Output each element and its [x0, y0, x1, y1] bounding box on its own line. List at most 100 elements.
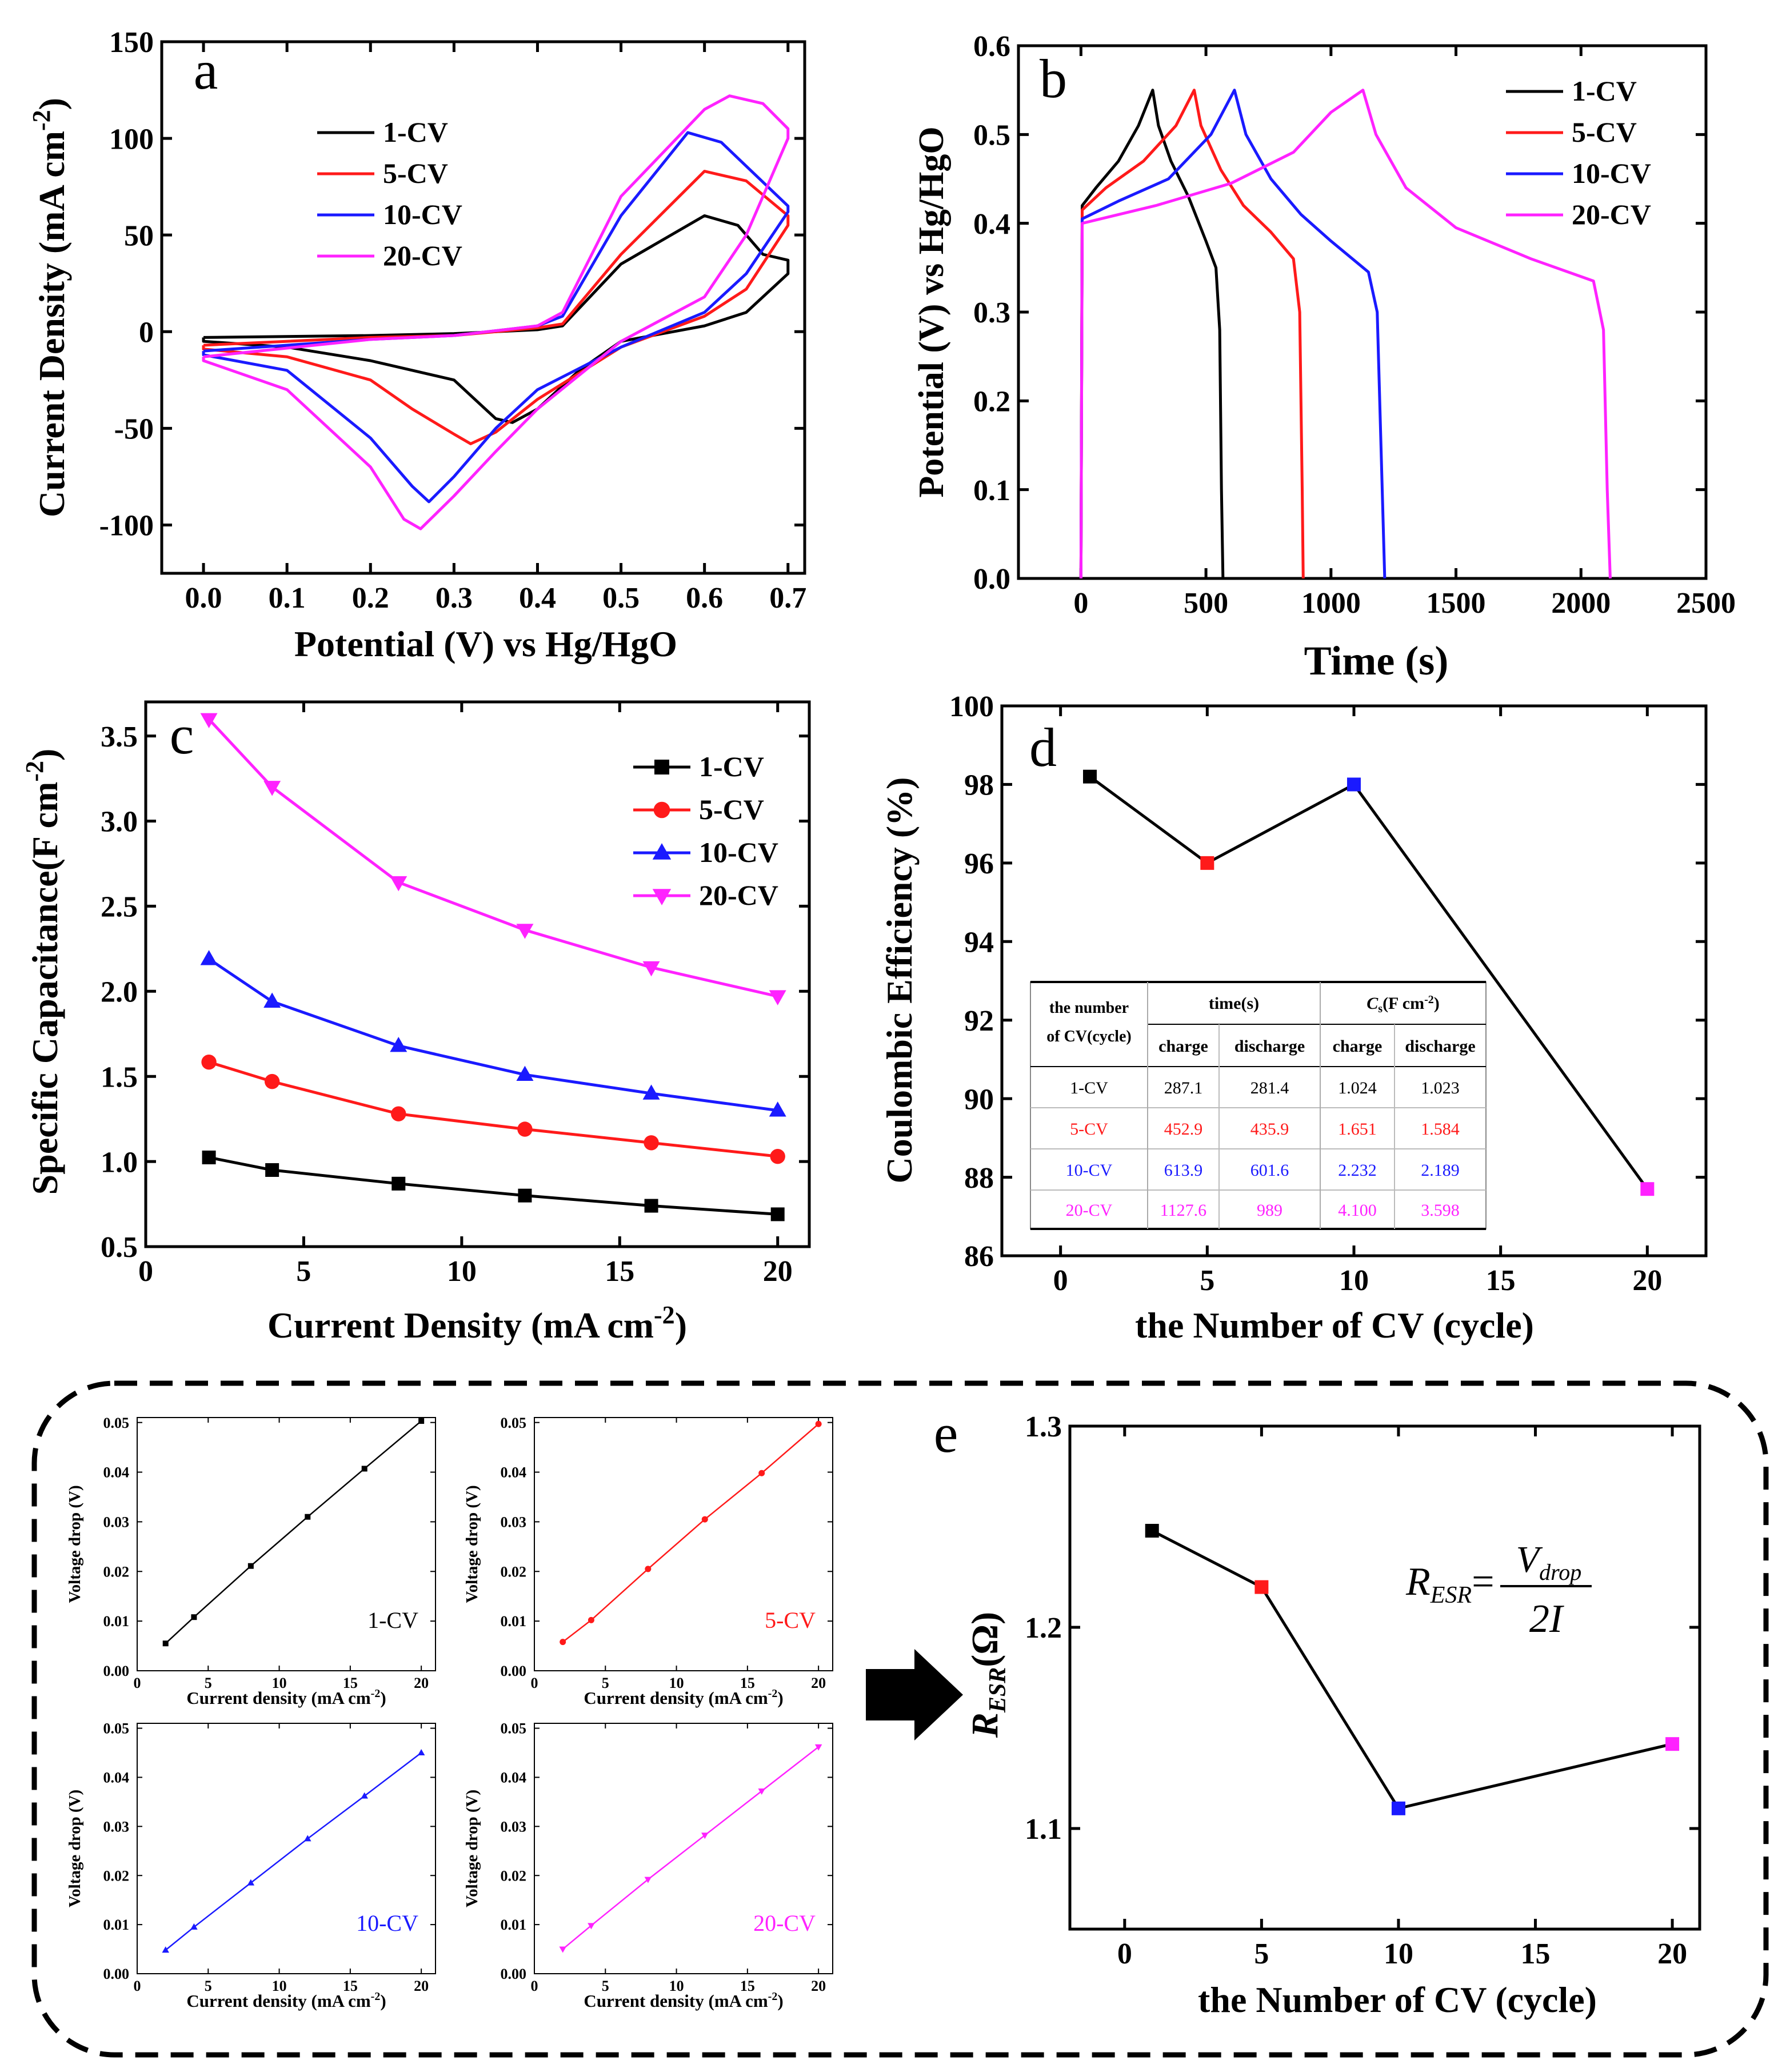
label-part: ) [777, 1688, 783, 1708]
x-tick-label: 0 [531, 1675, 538, 1691]
inset-point [588, 1923, 595, 1930]
data-point-5-CV [644, 1135, 659, 1151]
esr-point [1254, 1580, 1269, 1594]
esr-point [1665, 1737, 1680, 1751]
inset-point [588, 1616, 594, 1623]
gcd-curve-20-CV [1079, 89, 1612, 579]
y-tick-label: 0.02 [103, 1563, 130, 1580]
label-part: -2 [27, 110, 55, 131]
inset-line [165, 1752, 422, 1951]
label-part: ) [777, 1991, 783, 2011]
gcd-curve-10-CV [1079, 89, 1387, 579]
plot-frame [137, 1417, 436, 1671]
x-tick-label: 20 [811, 1675, 826, 1691]
x-tick-label: 10 [1339, 1264, 1369, 1297]
inset-x-axis-title: Current density (mA cm-2) [584, 1687, 783, 1708]
y-tick-label: 92 [964, 1005, 994, 1037]
y-tick-label: -50 [114, 413, 154, 446]
legend-label: 20-CV [699, 879, 778, 911]
table-cell: 3.598 [1421, 1201, 1460, 1220]
esr-point [1145, 1524, 1159, 1538]
inset-x-axis-title: Current density (mA cm-2) [186, 1990, 386, 2011]
x-axis-title: Time (s) [1304, 638, 1449, 684]
y-tick-label: 0.01 [103, 1917, 130, 1933]
panel-e: 0 5 10 15 20 1.1 1.2 1.3 e the Number of CV (cycl… [934, 1403, 1701, 2020]
table-frame [1030, 981, 1487, 1229]
y-tick-label: 0.2 [973, 386, 1010, 418]
plot-frame [144, 700, 811, 1248]
label-part: Current Density (mA cm [31, 131, 72, 517]
label-part: R [1405, 1560, 1431, 1604]
table-cell: 287.1 [1164, 1079, 1203, 1097]
label-part: R [964, 1712, 1006, 1738]
x-axis-title: the Number of CV (cycle) [1198, 1979, 1597, 2020]
panel-c: 0 5 10 15 20 0.5 1.0 1.5 2.0 2.5 3.0 3.5 1-CV 5-CV 10-… [21, 700, 811, 1346]
legend-label: 10-CV [1572, 157, 1651, 189]
data-point-10-CV [263, 992, 281, 1008]
legend-label: 5-CV [383, 157, 448, 189]
y-tick-label: 0.05 [501, 1415, 527, 1431]
table-cell: 1.651 [1338, 1120, 1377, 1139]
label-part: -2 [768, 1687, 778, 1700]
x-tick-label: 10 [1384, 1938, 1413, 1970]
plot-frame [160, 40, 806, 575]
formula-lhs: RESR= [1405, 1560, 1495, 1608]
legend-marker [653, 801, 670, 819]
label-part: s [1378, 1003, 1383, 1015]
y-tick-label: 0.1 [973, 474, 1010, 507]
y-axis-title: Potential (V) vs Hg/HgO [912, 126, 951, 497]
label-part: -2 [1424, 993, 1434, 1006]
inset-x-axis-title: Current density (mA cm-2) [186, 1687, 386, 1708]
inset-point [305, 1514, 311, 1520]
inset-point [645, 1566, 652, 1572]
y-tick-label: 0.05 [103, 1415, 130, 1431]
legend-label: 20-CV [1572, 198, 1651, 230]
esr-point [1391, 1801, 1405, 1815]
y-tick-label: 0.01 [103, 1613, 130, 1630]
inset-plot-1-CV: 0 5 10 15 20 0.00 0.01 0.02 0.03 0.04 0.05 1-CV Curr… [66, 1415, 436, 1708]
label-part: -2 [768, 1990, 778, 2003]
y-tick-label: 0.00 [103, 1966, 130, 1982]
table-cell: 281.4 [1250, 1079, 1289, 1097]
x-tick-label: 0.2 [352, 582, 389, 614]
label-part: ) [675, 1305, 687, 1346]
label-part: drop [1539, 1559, 1581, 1585]
inset-line [165, 1420, 422, 1644]
y-tick-label: 50 [124, 219, 154, 252]
table-subheader: discharge [1405, 1037, 1475, 1056]
label-part: -2 [654, 1301, 675, 1329]
label-part: Current density (mA cm [584, 1688, 768, 1708]
inset-point [701, 1833, 709, 1839]
inset-series-label: 20-CV [753, 1910, 816, 1936]
table-cell: 1-CV [1070, 1079, 1108, 1097]
label-part: ESR [985, 1667, 1011, 1713]
y-tick-label: 0.01 [501, 1917, 527, 1933]
efficiency-point [1347, 777, 1361, 792]
y-tick-label: 0.0 [973, 563, 1010, 596]
label-part: = [1472, 1560, 1494, 1604]
label-part: Current density (mA cm [584, 1991, 768, 2011]
x-axis-title: Current Density (mA cm-2) [267, 1301, 687, 1346]
x-tick-label: 20 [1632, 1264, 1662, 1297]
y-tick-label: 0 [139, 316, 154, 349]
x-tick-label: 0.4 [519, 582, 556, 614]
table-header: Cs(F cm-2) [1367, 993, 1440, 1015]
x-tick-label: 1500 [1427, 587, 1486, 620]
inset-y-axis-title: Voltage drop (V) [463, 1790, 481, 1907]
data-point-5-CV [517, 1121, 533, 1137]
label-part: (F cm [1383, 994, 1424, 1013]
table-cell: 601.6 [1250, 1161, 1289, 1180]
y-tick-label: 0.03 [501, 1818, 527, 1835]
inset-point [418, 1418, 425, 1424]
inset-point [247, 1879, 255, 1886]
x-tick-label: 5 [296, 1255, 311, 1288]
x-tick-label: 0.5 [602, 582, 640, 614]
label-part: ) [380, 1991, 386, 2011]
y-tick-label: 1.2 [1025, 1612, 1062, 1644]
panel-a: 0.0 0.1 0.2 0.3 0.4 0.5 0.6 0.7 -100 -50 0 50 100 150… [27, 26, 806, 664]
y-tick-label: 0.00 [103, 1663, 130, 1679]
y-tick-label: 100 [949, 690, 994, 723]
y-tick-label: 0.03 [501, 1514, 527, 1531]
panel-letter-d: d [1029, 717, 1057, 778]
plot-frame [1068, 1424, 1701, 1931]
